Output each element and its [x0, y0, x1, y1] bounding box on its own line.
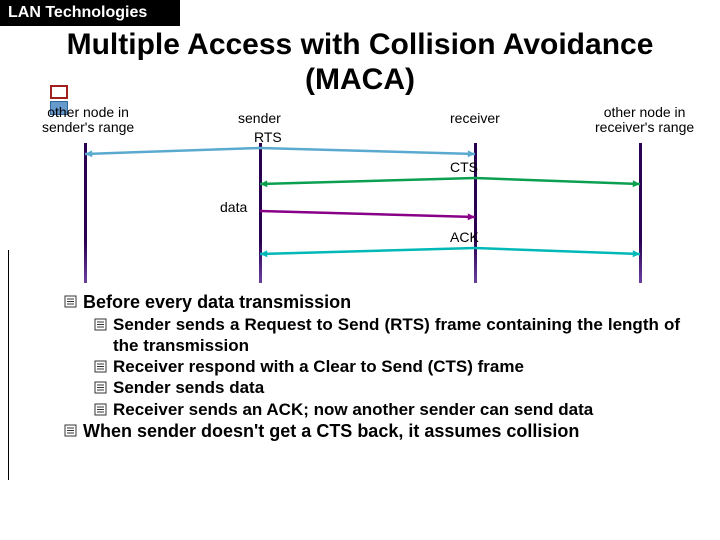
bullet-icon	[94, 318, 107, 331]
maca-diagram: other node insender's rangesenderreceive…	[0, 103, 720, 283]
bullet-text: Sender sends a Request to Send (RTS) fra…	[113, 314, 680, 357]
bullet-icon	[94, 360, 107, 373]
bullet-row: Sender sends a Request to Send (RTS) fra…	[94, 314, 680, 357]
decor-red-box	[50, 85, 68, 99]
bullet-row: Sender sends data	[94, 377, 680, 398]
bullet-text: Before every data transmission	[83, 291, 351, 314]
header-category: LAN Technologies	[0, 0, 180, 26]
bullet-text: Receiver respond with a Clear to Send (C…	[113, 356, 524, 377]
bullet-text: When sender doesn't get a CTS back, it a…	[83, 420, 579, 443]
bullet-icon	[64, 424, 77, 437]
bullet-row: When sender doesn't get a CTS back, it a…	[64, 420, 680, 443]
bullet-text: Sender sends data	[113, 377, 264, 398]
bullet-list: Before every data transmissionSender sen…	[0, 283, 720, 452]
arrow-ack-back	[0, 103, 720, 283]
msg-label-ack: ACK	[450, 229, 479, 245]
bullet-icon	[94, 403, 107, 416]
bullet-row: Before every data transmission	[64, 291, 680, 314]
page-title: Multiple Access with Collision Avoidance…	[40, 28, 680, 97]
bullet-row: Receiver respond with a Clear to Send (C…	[94, 356, 680, 377]
bullet-icon	[64, 295, 77, 308]
bullet-icon	[94, 381, 107, 394]
bullet-text: Receiver sends an ACK; now another sende…	[113, 399, 593, 420]
bullet-row: Receiver sends an ACK; now another sende…	[94, 399, 680, 420]
